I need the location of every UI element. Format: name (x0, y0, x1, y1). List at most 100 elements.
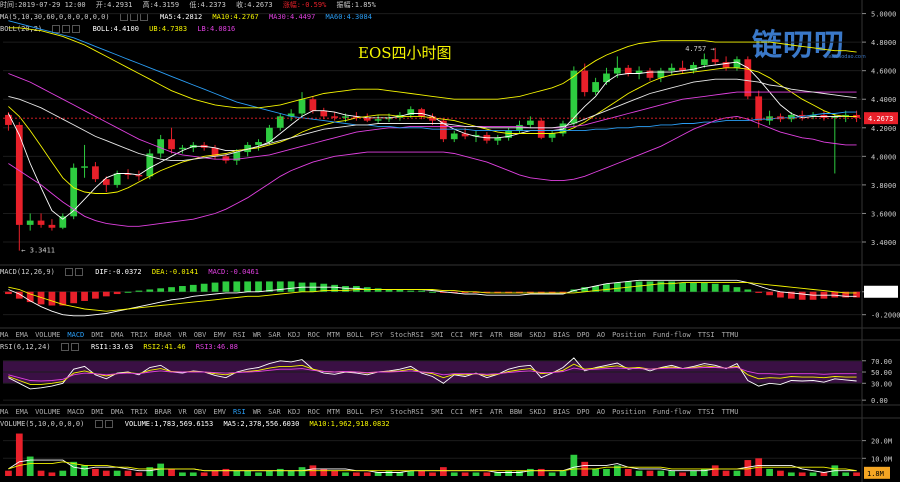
change-label: 涨幅:-0.59% (282, 1, 327, 9)
indicator-tab-rsi[interactable]: RSI (233, 408, 246, 416)
indicator-tab-vr[interactable]: VR (178, 408, 187, 416)
indicator-tab-atr[interactable]: ATR (489, 331, 503, 339)
indicator-tab-ma[interactable]: MA (0, 331, 9, 339)
candle-body (635, 70, 643, 74)
indicator-tab-smi[interactable]: SMI (430, 331, 444, 339)
indicator-tab-ao[interactable]: AO (596, 408, 606, 416)
candle-body (494, 137, 502, 141)
candle-body (603, 73, 610, 83)
indicator-tab-ao[interactable]: AO (596, 331, 606, 339)
indicator-tab-dpo[interactable]: DPO (576, 331, 590, 339)
indicator-tab-ttmu[interactable]: TTMU (721, 331, 739, 339)
macd-bar (418, 290, 425, 292)
indicator-tab-roc[interactable]: ROC (307, 408, 321, 416)
indicator-tab-roc[interactable]: ROC (307, 331, 321, 339)
indicator-tab-kdj[interactable]: KDJ (287, 408, 301, 416)
indicator-tab-atr[interactable]: ATR (489, 408, 503, 416)
volume-bar (15, 433, 23, 476)
indicator-tab-bbw[interactable]: BBW (509, 331, 523, 339)
macd-indicator-label[interactable]: MACD(12,26,9) (0, 268, 55, 276)
indicator-tab-position[interactable]: Position (612, 408, 646, 416)
volume-bar (48, 472, 56, 476)
indicator-tab-skdj[interactable]: SKDJ (529, 331, 547, 339)
rsi-indicator-label[interactable]: RSI(6,12,24) (0, 343, 51, 351)
boll-controls[interactable] (52, 25, 82, 33)
macd-bar (526, 291, 534, 293)
indicator-tab-brar[interactable]: BRAR (154, 408, 172, 416)
indicator-tab-smi[interactable]: SMI (430, 408, 444, 416)
indicator-tab-wr[interactable]: WR (252, 331, 262, 339)
indicator-tab-boll[interactable]: BOLL (346, 331, 364, 339)
indicator-tab-ema[interactable]: EMA (15, 331, 29, 339)
indicator-tab-stochrsi[interactable]: StochRSI (390, 331, 424, 339)
macd-controls[interactable] (65, 268, 85, 276)
indicator-tab-bias[interactable]: BIAS (553, 408, 570, 416)
volume-bar (603, 468, 610, 476)
indicator-tab-fund-flow[interactable]: Fund-flow (652, 331, 691, 339)
macd-bar (113, 291, 121, 295)
indicator-tab-volume[interactable]: VOLUME (35, 331, 61, 339)
indicator-tab-cci[interactable]: CCI (450, 331, 464, 339)
indicator-tab-obv[interactable]: OBV (193, 408, 207, 416)
indicator-tab-emv[interactable]: EMV (213, 331, 227, 339)
volume-bar (81, 465, 88, 476)
candle-body (744, 59, 752, 97)
indicator-tab-position[interactable]: Position (612, 331, 646, 339)
indicator-tab-macd[interactable]: MACD (67, 408, 85, 416)
indicator-tab-psy[interactable]: PSY (370, 331, 384, 339)
indicator-tab-ttmu[interactable]: TTMU (721, 408, 739, 416)
indicator-tab-volume[interactable]: VOLUME (35, 408, 61, 416)
candle-body (570, 70, 578, 124)
ma-indicator-label[interactable]: MA(5,10,30,60,0,0,0,0,0,0) (0, 13, 110, 21)
indicator-tab-boll[interactable]: BOLL (346, 408, 364, 416)
indicator-tab-trix[interactable]: TRIX (130, 408, 148, 416)
volume-tag-label: 1.8M (867, 470, 884, 478)
indicator-tab-bbw[interactable]: BBW (509, 408, 523, 416)
volume-indicator-label[interactable]: VOLUME(5,10,0,0,0,0) (0, 420, 85, 428)
indicator-tab-ma[interactable]: MA (0, 408, 9, 416)
candle-body (613, 67, 621, 74)
line-ma60 (8, 20, 857, 132)
indicator-tab-kdj[interactable]: KDJ (287, 331, 301, 339)
rsi-controls[interactable] (60, 343, 81, 351)
volume-bar (102, 470, 110, 476)
indicator-tab-dpo[interactable]: DPO (576, 408, 590, 416)
indicator-tab-ttsi[interactable]: TTSI (697, 331, 715, 339)
indicator-tab-cci[interactable]: CCI (450, 408, 464, 416)
indicator-tab-mtm[interactable]: MTM (327, 408, 340, 416)
indicator-tab-mtm[interactable]: MTM (327, 331, 340, 339)
indicator-tab-obv[interactable]: OBV (193, 331, 207, 339)
indicator-tab-mfi[interactable]: MFI (470, 331, 483, 339)
boll-indicator-label[interactable]: BOLL(20,2) (0, 25, 43, 33)
volume-controls[interactable] (94, 420, 115, 428)
volume-bar (559, 470, 567, 476)
indicator-tab-sar[interactable]: SAR (268, 331, 281, 339)
indicator-tab-sar[interactable]: SAR (268, 408, 281, 416)
indicator-tab-brar[interactable]: BRAR (154, 331, 172, 339)
indicator-tab-dmi[interactable]: DMI (91, 408, 104, 416)
indicator-tab-emv[interactable]: EMV (213, 408, 227, 416)
indicator-tab-mfi[interactable]: MFI (470, 408, 483, 416)
rsi2-value: RSI2:41.46 (143, 343, 186, 351)
indicator-tab-ema[interactable]: EMA (15, 408, 29, 416)
indicator-tab-stochrsi[interactable]: StochRSI (390, 408, 424, 416)
indicator-tab-wr[interactable]: WR (252, 408, 262, 416)
indicator-tab-dma[interactable]: DMA (110, 331, 124, 339)
macd-bar (266, 281, 273, 292)
indicator-tab-dma[interactable]: DMA (110, 408, 124, 416)
indicator-tab-psy[interactable]: PSY (370, 408, 384, 416)
indicator-tab-dmi[interactable]: DMI (91, 331, 104, 339)
indicator-tab-bias[interactable]: BIAS (553, 331, 570, 339)
indicator-tab-ttsi[interactable]: TTSI (697, 408, 715, 416)
indicator-tab-rsi[interactable]: RSI (233, 331, 246, 339)
candle-body (113, 173, 121, 185)
indicator-tab-trix[interactable]: TRIX (130, 331, 148, 339)
candle-body (179, 147, 186, 150)
indicator-tab-fund-flow[interactable]: Fund-flow (652, 408, 691, 416)
indicator-tab-macd[interactable]: MACD (67, 331, 85, 339)
indicator-tab-vr[interactable]: VR (178, 331, 187, 339)
volume-bar (331, 470, 339, 476)
indicator-tab-skdj[interactable]: SKDJ (529, 408, 547, 416)
ma10-value: MA10:4.2767 (212, 13, 259, 21)
